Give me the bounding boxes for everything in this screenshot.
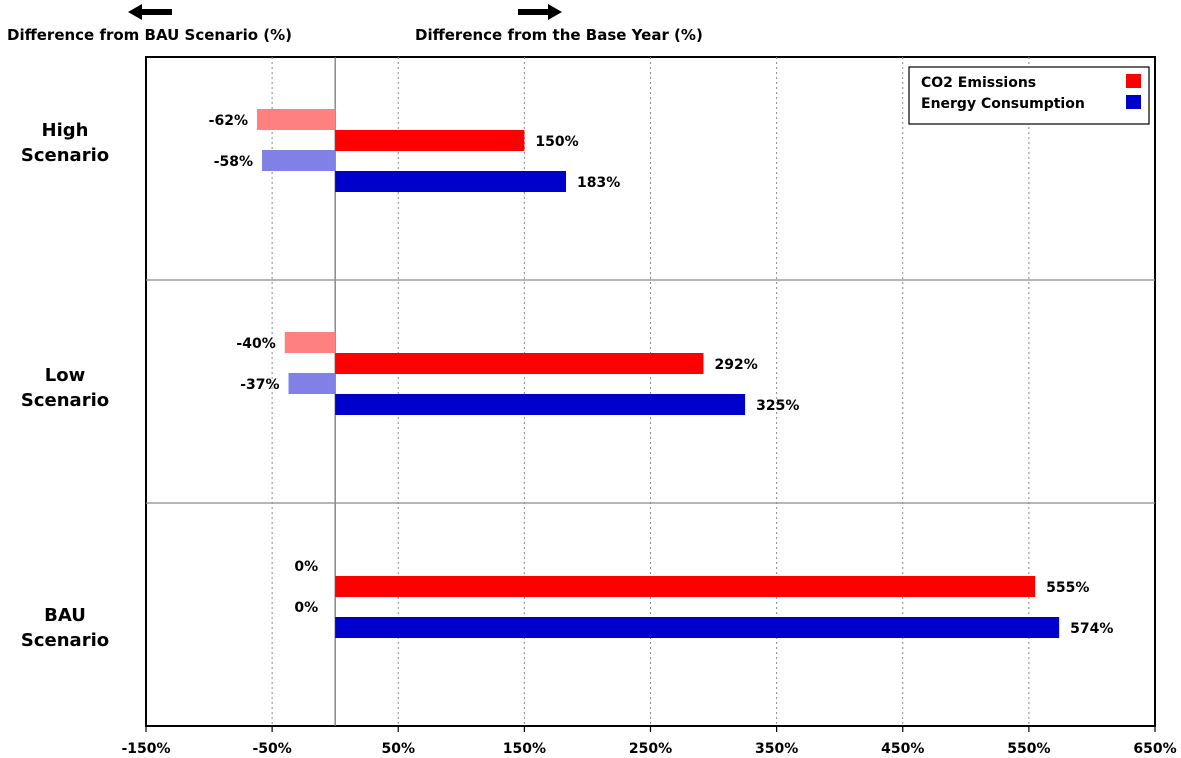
category-label: Scenario [21,145,109,166]
x-tick-label: 650% [1133,741,1176,757]
data-label-diff-bau: 0% [294,600,318,616]
bar-diff-base-year [335,576,1036,597]
x-tick-label: 350% [755,741,798,757]
data-label-diff-base-year: 325% [756,398,799,414]
legend-label-energy: Energy Consumption [921,96,1085,112]
bar-diff-base-year [335,353,704,374]
bar-diff-bau [284,332,336,353]
data-label-diff-base-year: 574% [1070,621,1113,637]
data-label-diff-bau: 0% [294,559,318,575]
bar-diff-base-year [335,617,1060,638]
legend-swatch-energy [1126,95,1141,109]
x-tick-label: 150% [503,741,546,757]
category-label: Scenario [21,630,109,651]
legend-swatch-co2 [1126,74,1141,88]
data-label-diff-bau: -37% [240,377,279,393]
right-header: Difference from the Base Year (%) [415,26,703,44]
x-tick-label: -150% [121,741,170,757]
right-arrow-icon [518,4,562,20]
data-label-diff-bau: -62% [209,113,248,129]
category-label: Scenario [21,390,109,411]
legend-label-co2: CO2 Emissions [921,75,1036,91]
data-label-diff-base-year: 555% [1046,580,1089,596]
x-tick-label: 450% [881,741,924,757]
bar-diff-bau [262,150,336,171]
data-label-diff-bau: -40% [236,336,275,352]
data-label-diff-base-year: 150% [535,134,578,150]
category-label: High [42,120,89,141]
data-label-diff-base-year: 183% [577,175,620,191]
bar-diff-base-year [335,171,566,192]
data-label-diff-bau: -58% [214,154,253,170]
x-tick-label: -50% [252,741,291,757]
bar-diff-bau [288,373,336,394]
bar-diff-bau [256,109,336,130]
data-label-diff-base-year: 292% [714,357,757,373]
left-arrow-icon [128,4,172,20]
bar-diff-base-year [335,394,746,415]
x-tick-label: 550% [1007,741,1050,757]
category-label: BAU [44,605,86,626]
bar-diff-base-year [335,130,525,151]
left-header: Difference from BAU Scenario (%) [7,26,292,44]
x-tick-label: 50% [381,741,415,757]
x-tick-label: 250% [629,741,672,757]
category-label: Low [45,365,85,386]
legend: CO2 Emissions Energy Consumption [908,66,1150,125]
legend-box [908,66,1150,125]
